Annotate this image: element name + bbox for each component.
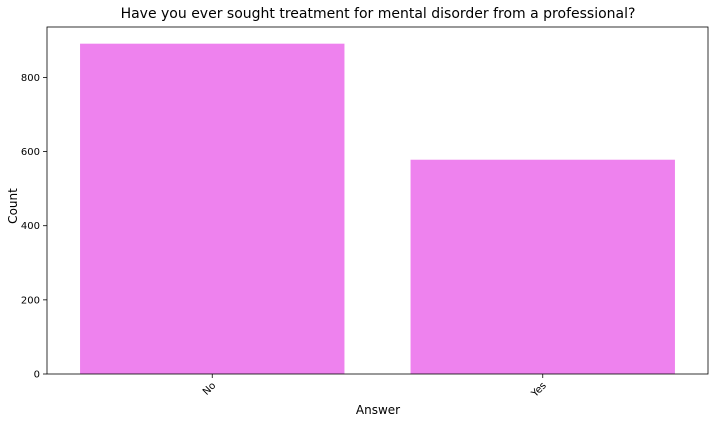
y-tick-label-800: 800 <box>21 73 40 84</box>
bar-yes <box>410 159 675 374</box>
x-axis: No Yes <box>201 374 549 400</box>
bar-no <box>80 43 345 375</box>
chart-title: Have you ever sought treatment for menta… <box>121 6 636 22</box>
bars-group <box>80 43 675 375</box>
y-axis-label: Count <box>6 188 20 224</box>
x-tick-label-no: No <box>201 380 218 397</box>
y-tick-label-0: 0 <box>34 370 40 381</box>
x-tick-label-yes: Yes <box>529 380 549 400</box>
y-tick-label-600: 600 <box>21 147 40 158</box>
y-tick-label-400: 400 <box>21 221 40 232</box>
y-tick-label-200: 200 <box>21 295 40 306</box>
y-axis: 0 200 400 600 800 <box>21 73 47 381</box>
x-axis-label: Answer <box>356 403 400 417</box>
plot-frame <box>46 26 709 375</box>
